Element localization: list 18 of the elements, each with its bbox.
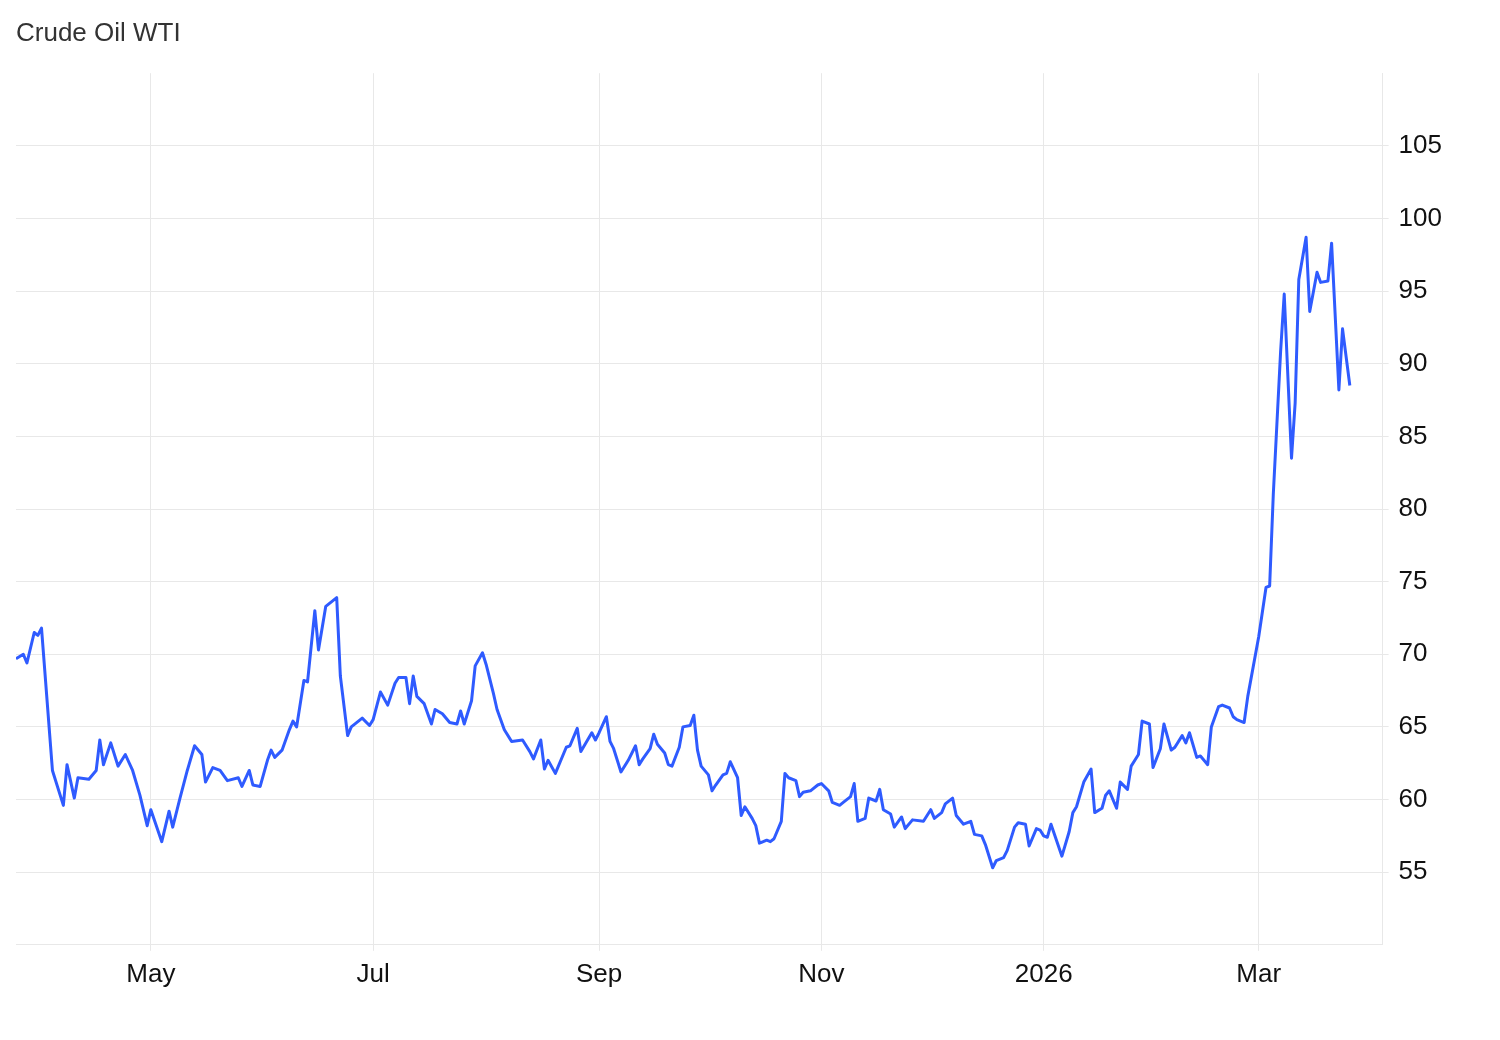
x-tick-label: Jul bbox=[356, 957, 390, 988]
chart-title: Crude Oil WTI bbox=[16, 16, 181, 47]
y-tick-label: 65 bbox=[1398, 710, 1428, 741]
y-tick-label: 85 bbox=[1398, 419, 1428, 450]
x-tick-label: May bbox=[126, 957, 176, 988]
x-tick-label: 2026 bbox=[1014, 957, 1073, 988]
y-tick-label: 80 bbox=[1398, 492, 1428, 523]
y-tick-label: 75 bbox=[1398, 564, 1428, 595]
y-tick-label: 55 bbox=[1398, 855, 1428, 886]
y-tick-label: 95 bbox=[1398, 274, 1428, 305]
x-tick-label: Nov bbox=[798, 957, 845, 988]
y-tick-label: 70 bbox=[1398, 637, 1428, 668]
y-tick-label: 60 bbox=[1398, 782, 1428, 813]
x-tick-label: Mar bbox=[1236, 957, 1282, 988]
x-tick-label: Sep bbox=[575, 957, 623, 988]
y-tick-label: 100 bbox=[1398, 201, 1443, 232]
y-tick-label: 90 bbox=[1398, 346, 1428, 377]
y-tick-label: 105 bbox=[1398, 129, 1443, 160]
